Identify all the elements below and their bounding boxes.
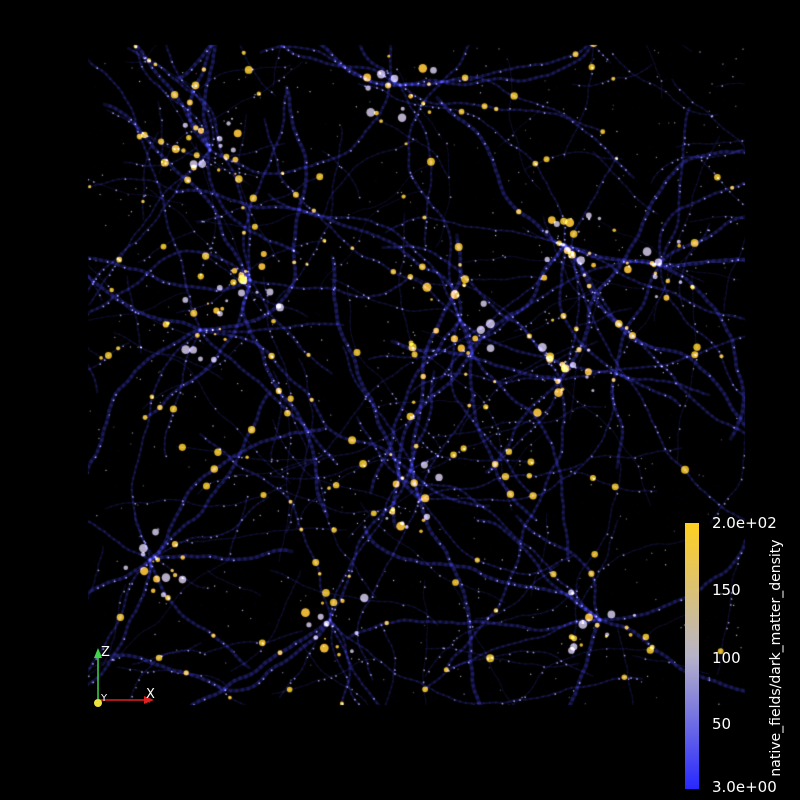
- y-axis-origin-marker: [94, 699, 102, 707]
- legend-tick-min: 3.0e+00: [712, 778, 777, 796]
- legend-tick-100: 100: [712, 649, 741, 667]
- x-axis-arrow: [144, 696, 154, 704]
- legend-tick-150: 150: [712, 581, 741, 599]
- z-axis-arrow: [94, 648, 102, 658]
- x-axis-label: X: [146, 687, 155, 702]
- colorbar-gradient: [685, 523, 699, 789]
- legend-tick-max: 2.0e+02: [712, 514, 777, 532]
- color-legend: 2.0e+02 150 100 50 3.0e+00 native_fields…: [680, 514, 800, 800]
- y-axis-label: Y: [100, 693, 108, 704]
- legend-tick-50: 50: [712, 715, 732, 733]
- orientation-axes-widget: Z X Y: [94, 645, 155, 707]
- legend-title: native_fields/dark_matter_density: [768, 539, 784, 777]
- z-axis-label: Z: [101, 645, 110, 660]
